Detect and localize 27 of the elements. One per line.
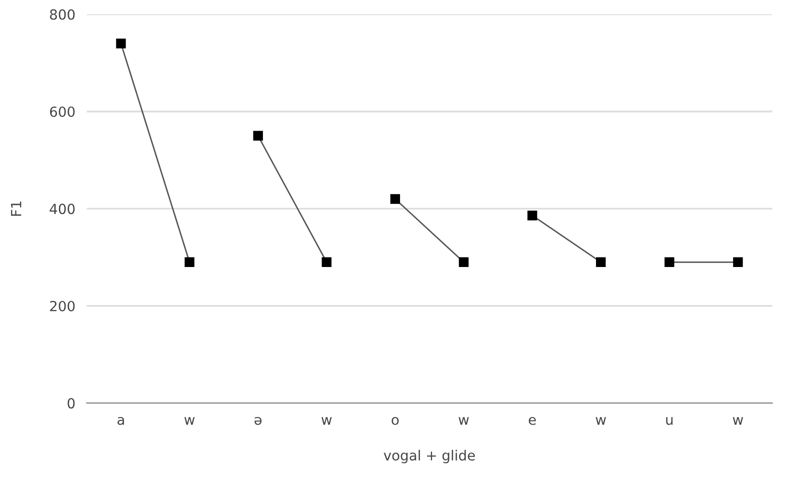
point <box>322 257 332 268</box>
y-tick-label: 400 <box>50 204 75 214</box>
point <box>184 257 194 268</box>
x-tick-label: ə <box>254 416 262 425</box>
x-tick-label: u <box>666 416 673 425</box>
y-axis-title: F1 <box>11 202 22 216</box>
x-tick-label: w <box>596 417 606 425</box>
y-tick-label: 200 <box>50 300 75 312</box>
point <box>527 210 538 220</box>
x-tick-label: a <box>118 416 124 425</box>
point <box>390 194 400 204</box>
point <box>596 257 606 268</box>
x-tick-label: o <box>392 416 399 425</box>
x-tick-label: w <box>732 417 744 425</box>
x-tick-label: w <box>458 417 469 425</box>
x-tick-label: e <box>528 416 536 425</box>
y-tick-label: 0 <box>68 398 75 409</box>
point <box>458 257 469 268</box>
point <box>733 257 743 268</box>
y-tick-label: 800 <box>50 9 75 20</box>
x-tick-label: w <box>322 417 332 425</box>
x-axis-title: vogal + glide <box>384 450 475 464</box>
point <box>253 130 263 141</box>
point <box>116 38 126 48</box>
point <box>664 257 674 268</box>
y-tick-label: 600 <box>50 106 75 117</box>
x-tick-label: w <box>184 417 195 425</box>
